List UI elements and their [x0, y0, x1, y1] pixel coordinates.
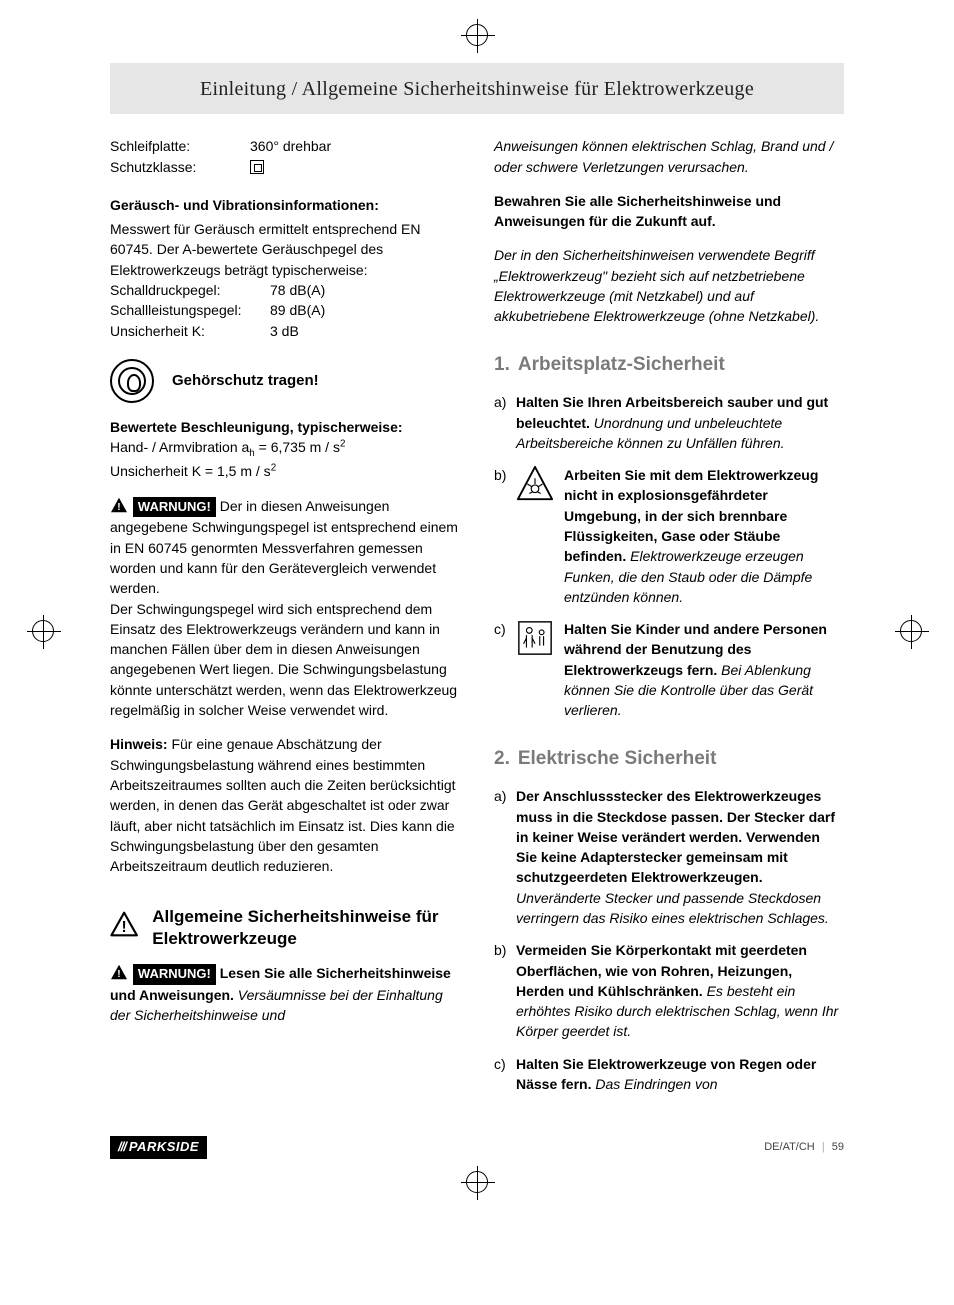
spec-row: Schutzklasse:: [110, 157, 460, 177]
spec-value: 360° drehbar: [250, 136, 331, 156]
header-bar: Einleitung / Allgemeine Sicherheitshinwe…: [110, 63, 844, 114]
left-column: Schleifplatte: 360° drehbar Schutzklasse…: [110, 136, 460, 1094]
section-title: Arbeitsplatz-Sicherheit: [518, 354, 725, 375]
noise-value: 78 dB(A): [270, 280, 325, 300]
page-title: Einleitung / Allgemeine Sicherheitshinwe…: [110, 75, 844, 104]
noise-heading: Geräusch- und Vibrationsinformationen:: [110, 195, 460, 215]
list-label: a): [494, 392, 516, 453]
keep-away-icon: [516, 619, 554, 662]
hinweis-text: Für eine genaue Abschätzung der Schwingu…: [110, 736, 456, 874]
hinweis-paragraph: Hinweis: Für eine genaue Abschätzung der…: [110, 734, 460, 876]
list-body: Vermeiden Sie Körperkontakt mit geerdete…: [516, 940, 844, 1041]
explosion-icon: [516, 465, 554, 508]
warning-triangle-icon: !: [110, 906, 138, 942]
hinweis-label: Hinweis:: [110, 736, 168, 752]
accel-line2: Unsicherheit K = 1,5 m / s2: [110, 461, 460, 481]
section-2-heading: 2. Elektrische Sicherheit: [494, 745, 844, 773]
list-body: Halten Sie Elektrowerkzeuge von Regen od…: [516, 1054, 844, 1095]
list-label: b): [494, 465, 516, 607]
svg-text:!: !: [117, 969, 120, 980]
spec-label: Schutzklasse:: [110, 157, 250, 177]
noise-intro: Messwert für Geräusch ermittelt entsprec…: [110, 219, 460, 280]
footer: ///PARKSIDE DE/AT/CH | 59: [110, 1136, 844, 1159]
ear-protection-text: Gehörschutz tragen!: [172, 370, 319, 392]
list-italic: Unveränderte Stecker und passende Steckd…: [516, 890, 829, 926]
definition-italic: Der in den Sicherheitshinweisen verwende…: [494, 245, 844, 326]
text: Unsicherheit K = 1,5 m / s: [110, 463, 271, 479]
list-item: c) Halten Sie Elektrowerkzeuge von Regen…: [494, 1054, 844, 1095]
noise-label: Schalldruckpegel:: [110, 280, 270, 300]
page: Einleitung / Allgemeine Sicherheitshinwe…: [0, 63, 954, 1159]
warning-triangle-icon: !: [110, 964, 128, 980]
noise-label: Schallleistungspegel:: [110, 300, 270, 320]
section-1-heading: 1. Arbeitsplatz-Sicherheit: [494, 351, 844, 379]
list-body: Halten Sie Ihren Arbeitsbereich sauber u…: [516, 392, 844, 453]
protection-class-icon: [250, 157, 264, 177]
list-label: c): [494, 1054, 516, 1095]
noise-value: 89 dB(A): [270, 300, 325, 320]
svg-text:!: !: [117, 502, 120, 513]
keep-instructions-bold: Bewahren Sie alle Sicherheitshinweise un…: [494, 191, 844, 232]
superscript: 2: [340, 439, 345, 450]
warning2-paragraph: ! WARNUNG! Lesen Sie alle Sicherheitshin…: [110, 963, 460, 1025]
accel-heading: Bewertete Beschleunigung, typischerweise…: [110, 417, 460, 437]
crop-mark-bottom: [0, 1159, 954, 1222]
text: = 6,735 m / s: [255, 439, 340, 455]
general-safety-title: Allgemeine Sicherheitshinweise für Elekt…: [152, 906, 460, 949]
list-item: b) Arbeiten Sie mit dem Elektrowerkzeug …: [494, 465, 844, 607]
warning-badge: WARNUNG!: [133, 964, 216, 985]
noise-row: Unsicherheit K: 3 dB: [110, 321, 460, 341]
section-title: Elektrische Sicherheit: [518, 748, 717, 769]
warning-paragraph: ! WARNUNG! Der in diesen Anweisungen ang…: [110, 496, 460, 599]
svg-text:!: !: [122, 919, 127, 936]
page-number: 59: [832, 1141, 844, 1153]
page-number-block: DE/AT/CH | 59: [764, 1140, 844, 1156]
list-item: a) Halten Sie Ihren Arbeitsbereich saube…: [494, 392, 844, 453]
text: Hand- / Armvibration a: [110, 439, 249, 455]
superscript: 2: [271, 463, 276, 474]
continuation-italic: Anweisungen können elektrischen Schlag, …: [494, 136, 844, 177]
spec-label: Schleifplatte:: [110, 136, 250, 156]
two-column-layout: Schleifplatte: 360° drehbar Schutzklasse…: [110, 136, 844, 1094]
list-body: Der Anschlussstecker des Elektrowerkzeug…: [516, 786, 844, 928]
noise-row: Schalldruckpegel: 78 dB(A): [110, 280, 460, 300]
spec-row: Schleifplatte: 360° drehbar: [110, 136, 460, 156]
list-italic: Das Eindringen von: [591, 1076, 717, 1092]
brand-logo: ///PARKSIDE: [110, 1136, 207, 1159]
list-label: b): [494, 940, 516, 1041]
warning-triangle-icon: !: [110, 497, 128, 513]
right-column: Anweisungen können elektrischen Schlag, …: [494, 136, 844, 1094]
separator: |: [822, 1141, 825, 1153]
list-label: a): [494, 786, 516, 928]
list-bold: Der Anschlussstecker des Elektrowerkzeug…: [516, 788, 835, 885]
noise-value: 3 dB: [270, 321, 299, 341]
ear-protection-icon: [110, 359, 154, 403]
list-label: c): [494, 619, 516, 720]
ear-protection-line: Gehörschutz tragen!: [110, 359, 460, 403]
list-item: b) Vermeiden Sie Körperkontakt mit geerd…: [494, 940, 844, 1041]
accel-line1: Hand- / Armvibration ah = 6,735 m / s2: [110, 437, 460, 461]
brand-text: PARKSIDE: [129, 1139, 199, 1154]
noise-row: Schallleistungspegel: 89 dB(A): [110, 300, 460, 320]
section-number: 2.: [494, 748, 510, 769]
list-body: Arbeiten Sie mit dem Elektrowerkzeug nic…: [516, 465, 844, 607]
region: DE/AT/CH: [764, 1141, 815, 1153]
warning-continuation: Der Schwingungspegel wird sich entsprech…: [110, 599, 460, 721]
noise-label: Unsicherheit K:: [110, 321, 270, 341]
list-body: Halten Sie Kinder und andere Personen wä…: [516, 619, 844, 720]
crop-mark-top: [0, 0, 954, 63]
list-item: c) Halten Sie Kinder und andere Personen…: [494, 619, 844, 720]
list-item: a) Der Anschlussstecker des Elektrowerkz…: [494, 786, 844, 928]
warning-badge: WARNUNG!: [133, 497, 216, 518]
section-number: 1.: [494, 354, 510, 375]
general-safety-heading: ! Allgemeine Sicherheitshinweise für Ele…: [110, 906, 460, 949]
